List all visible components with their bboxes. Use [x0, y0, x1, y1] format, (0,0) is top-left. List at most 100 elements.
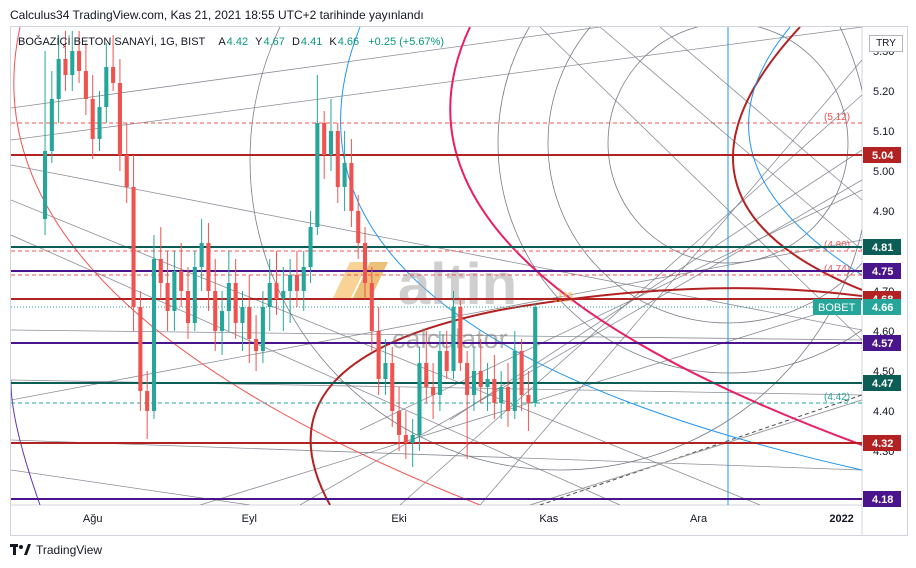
candle: [288, 259, 293, 323]
candle: [376, 307, 381, 395]
candle-body: [226, 283, 231, 311]
candle: [301, 251, 306, 311]
candle-body: [342, 163, 347, 187]
candle-body: [533, 307, 538, 403]
low-label: D: [291, 36, 300, 48]
candle: [220, 291, 225, 355]
candle: [145, 371, 150, 439]
currency-badge[interactable]: TRY: [869, 35, 903, 52]
symbol-badge-bg: [813, 299, 861, 315]
candle-body: [458, 307, 463, 363]
published-header: Calculus34 TradingView.com, Kas 21, 2021…: [10, 8, 424, 22]
last-price-badge-bg: [863, 299, 901, 315]
candle-body: [131, 187, 136, 307]
price-level-badge: 5.04: [863, 147, 901, 163]
tradingview-brand[interactable]: TradingView: [36, 543, 103, 557]
candle-body: [328, 131, 334, 155]
candle: [294, 251, 299, 307]
candle-body: [247, 307, 252, 339]
price-tick-label: 5.20: [873, 86, 894, 98]
candle: [533, 303, 538, 407]
candle-body: [499, 387, 504, 403]
high-label: Y: [255, 36, 263, 48]
close-label: K: [329, 36, 337, 48]
price-level-badge: 4.75: [863, 263, 901, 279]
red-arc: [13, 27, 481, 505]
candle: [83, 43, 88, 115]
candle-body: [56, 59, 61, 99]
symbol-name[interactable]: BOĞAZİÇİ BETON SANAYİ, 1G, BIST: [18, 36, 206, 48]
candle: [431, 363, 436, 419]
symbol-badge-text: BOBET: [818, 302, 856, 314]
candle-body: [77, 51, 82, 71]
horizontal-levels: (5.12) (4.80) (4.74) (4.42): [11, 112, 862, 500]
candle: [56, 35, 61, 123]
fan-line: [359, 189, 862, 431]
candle-body: [431, 387, 436, 395]
candle-body: [117, 83, 122, 155]
price-level-badge-bg: [863, 375, 901, 391]
price-level-badge-text: 4.18: [872, 494, 893, 506]
candle-body: [451, 307, 456, 371]
candle: [42, 51, 48, 235]
candle-body: [70, 51, 75, 75]
candle-body: [185, 291, 191, 323]
candle-body: [104, 67, 109, 107]
grid-lines: [11, 27, 863, 536]
candle: [206, 223, 211, 311]
candle: [356, 195, 361, 259]
dashed-level-label: (4.80): [824, 240, 850, 251]
price-tick-label: 5.00: [873, 166, 894, 178]
candle: [390, 347, 395, 427]
candle: [131, 155, 136, 331]
candle-body: [417, 363, 422, 435]
candle-body: [233, 283, 238, 323]
candle: [111, 35, 116, 91]
candle: [437, 331, 442, 411]
candle: [260, 291, 265, 363]
candle-body: [301, 267, 306, 291]
candle: [158, 227, 163, 299]
candle-body: [356, 211, 361, 243]
candle: [485, 363, 490, 411]
time-tick-label: Ağu: [83, 513, 103, 525]
candle-body: [369, 283, 374, 331]
candle-body: [213, 291, 218, 331]
candle-body: [240, 307, 245, 323]
candle-body: [199, 243, 204, 267]
candle-body: [151, 259, 157, 411]
candle-body: [172, 271, 177, 311]
candle: [451, 291, 456, 379]
candle-body: [138, 307, 143, 391]
trend-channel-line: [529, 399, 862, 505]
price-level-badge-text: 4.57: [872, 338, 893, 350]
candle-body: [505, 387, 511, 411]
price-level-badge-bg: [863, 263, 901, 279]
watermark: altin .in calculator: [332, 252, 574, 354]
price-tick-label: 4.40: [873, 406, 894, 418]
candle-body: [124, 155, 129, 187]
candle-body: [315, 123, 320, 227]
candle-body: [294, 275, 299, 291]
watermark-sub-text: calculator: [392, 324, 508, 354]
open-label: A: [218, 36, 226, 48]
fan-line: [659, 27, 862, 201]
candle-body: [465, 363, 470, 395]
price-level-badge-text: 4.81: [872, 242, 893, 254]
candle: [505, 363, 511, 427]
candle: [335, 123, 340, 203]
tradingview-logo-icon[interactable]: [10, 544, 32, 556]
candle: [478, 339, 483, 403]
watermark-logo-suffix: .in: [553, 286, 574, 306]
candle-body: [83, 71, 88, 99]
watermark-logo-text: altin: [398, 252, 517, 317]
candle: [410, 419, 415, 467]
close-value: 4.66: [337, 36, 360, 48]
price-tick-label: 4.90: [873, 206, 894, 218]
candle: [179, 243, 184, 307]
trend-channel-line: [539, 394, 862, 505]
last-price-badge: 4.66 BOBET: [813, 299, 901, 315]
candle: [233, 259, 238, 339]
candle: [424, 331, 429, 403]
